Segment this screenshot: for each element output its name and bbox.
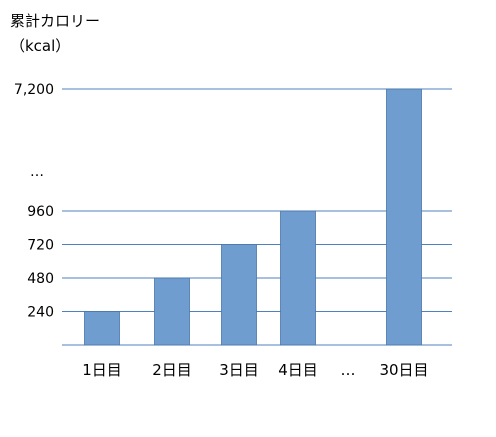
- y-tick-labels: 7,200 … 960 720 480 240: [14, 82, 54, 321]
- x-tick-label: 30日目: [379, 361, 428, 379]
- y-axis-label: 累計カロリー: [10, 12, 100, 30]
- bar: [280, 210, 316, 346]
- y-tick-label: 240: [27, 305, 54, 321]
- y-tick-label: 960: [27, 204, 54, 220]
- y-tick-label: 7,200: [14, 82, 54, 98]
- x-tick-label: 4日目: [278, 361, 318, 379]
- bar: [154, 277, 190, 346]
- x-tick-label: …: [341, 361, 356, 379]
- x-tick-label: 3日目: [219, 361, 259, 379]
- x-tick-label: 2日目: [152, 361, 192, 379]
- bar: [386, 88, 422, 346]
- y-tick-label: 480: [27, 271, 54, 287]
- bars: [84, 88, 422, 346]
- bar: [221, 244, 257, 346]
- y-tick-label: 720: [27, 238, 54, 254]
- y-axis-unit: （kcal）: [10, 37, 70, 55]
- x-tick-label: 1日目: [82, 361, 122, 379]
- x-tick-labels: 1日目 2日目 3日目 4日目 … 30日目: [82, 361, 428, 379]
- bar: [84, 311, 120, 346]
- y-tick-label: …: [30, 164, 44, 180]
